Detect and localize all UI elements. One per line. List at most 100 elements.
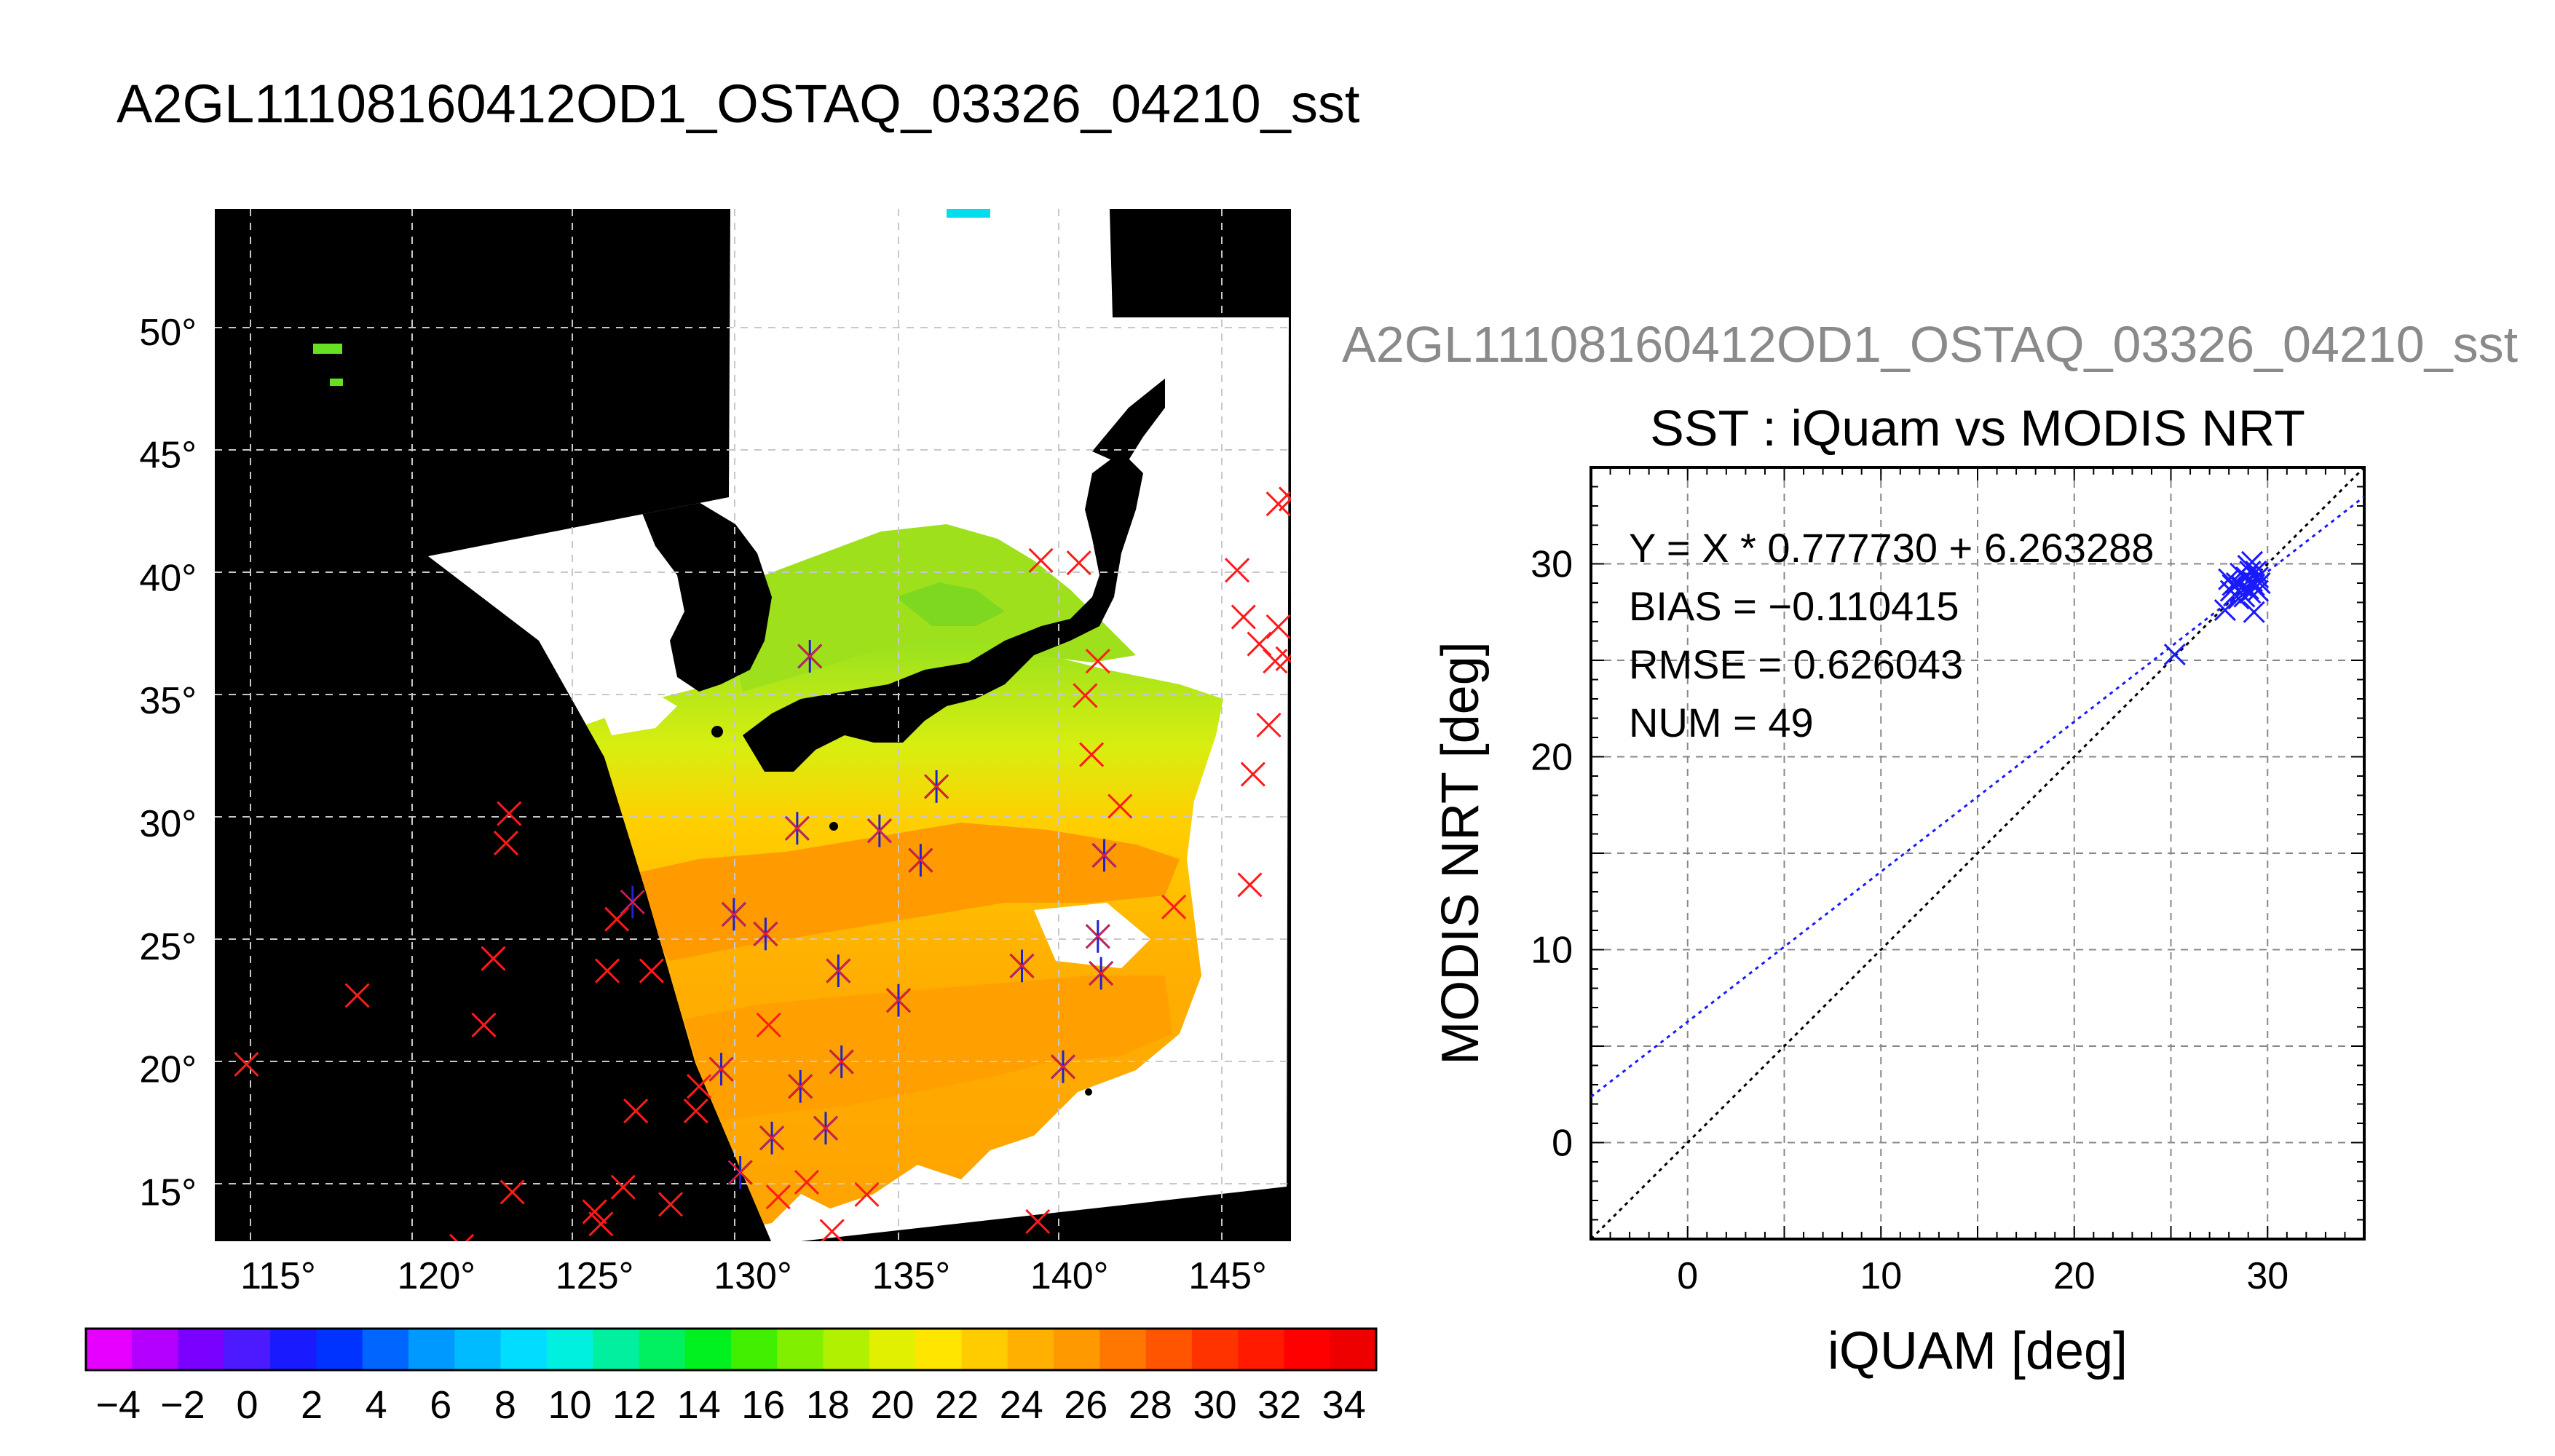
map-lat-label: 25° [139, 926, 197, 968]
scatter-title: SST : iQuam vs MODIS NRT [1650, 400, 2305, 456]
map-marker-x [344, 983, 370, 1008]
scatter-point [2243, 574, 2265, 596]
map-marker-x [1073, 683, 1098, 708]
scatter-point [2248, 571, 2271, 595]
map-marker-x [1025, 1208, 1051, 1235]
stat-bias: BIAS = −0.110415 [1629, 583, 1959, 629]
map-marker-star [1085, 919, 1110, 953]
colorbar-label: 32 [1257, 1383, 1301, 1427]
map-marker-star [1091, 839, 1117, 872]
colorbar-label: 18 [806, 1383, 850, 1427]
colorbar-segment [639, 1329, 686, 1370]
map-marker-star [753, 917, 778, 951]
map-marker-star [826, 954, 851, 988]
sst-warm-band [633, 823, 1180, 961]
map-marker-x [765, 1184, 791, 1210]
map-marker-x [1265, 491, 1291, 517]
scatter-point [2243, 601, 2265, 623]
scatter-ticks [1590, 467, 2365, 1240]
map-marker-x [1028, 547, 1054, 573]
colorbar-segment [869, 1329, 916, 1370]
colorbar-label: 28 [1129, 1383, 1172, 1427]
scatter-ticklabels: 0 10 20 30 0 10 20 30 [1531, 544, 2289, 1298]
map-lat-label: 40° [139, 557, 197, 599]
map-marker-star [1089, 957, 1114, 990]
x-tick-label: 10 [1860, 1255, 1902, 1297]
map-lat-label: 50° [139, 312, 197, 354]
map-lon-label: 125° [556, 1255, 634, 1297]
colorbar-segment [316, 1329, 363, 1370]
colorbar-segment [1099, 1329, 1147, 1370]
sst-field-north-2 [896, 582, 1005, 626]
y-tick-label: 30 [1531, 544, 1573, 586]
top-patch [947, 209, 990, 218]
colorbar-segment [1238, 1329, 1284, 1370]
colorbar-label: 6 [430, 1383, 451, 1427]
stat-fit: Y = X * 0.777730 + 6.263288 [1629, 525, 2154, 571]
y-tick-label: 20 [1531, 737, 1573, 779]
colorbar-label: 24 [1000, 1383, 1043, 1427]
stat-num: NUM = 49 [1629, 700, 1814, 745]
map-marker-x [1237, 872, 1263, 898]
map-marker-x [471, 1012, 497, 1037]
map-marker-x [1066, 550, 1091, 576]
map-marker-x [657, 1192, 684, 1217]
main-title: A2GL11108160412OD1_OSTAQ_03326_04210_sst [117, 74, 1360, 134]
map-marker-star [721, 898, 746, 931]
scatter-subtitle: A2GL11108160412OD1_OSTAQ_03326_04210_sst [1342, 316, 2518, 373]
colorbar [84, 1327, 1378, 1372]
map-marker-x [481, 946, 506, 971]
map-marker-star [1050, 1050, 1076, 1083]
colorbar-segment [454, 1329, 502, 1370]
colorbar-segment [1054, 1329, 1100, 1370]
map-marker-star [829, 1045, 854, 1078]
map-marker-x [582, 1199, 607, 1224]
map-marker-x [756, 1012, 781, 1037]
colorbar-label: 2 [301, 1383, 323, 1427]
map-marker-x [639, 958, 664, 984]
map-marker-x [683, 1099, 708, 1124]
map-marker-star [924, 770, 949, 803]
colorbar-segment [1330, 1329, 1377, 1370]
x-axis-label: iQUAM [deg] [1828, 1322, 2128, 1380]
colorbar-segment [593, 1329, 639, 1370]
map-marker-star [908, 844, 933, 877]
colorbar-segment [546, 1329, 593, 1370]
stat-rmse: RMSE = 0.626043 [1629, 641, 1963, 687]
colorbar-segment [823, 1329, 870, 1370]
map-lon-label: 130° [714, 1255, 792, 1297]
map-lat-label: 45° [139, 435, 197, 477]
cloud-patch [597, 684, 677, 735]
colorbar-label: 26 [1064, 1383, 1107, 1427]
lake-patch [313, 344, 342, 354]
map-marker-star [885, 984, 912, 1017]
y-tick-label: 10 [1531, 930, 1573, 972]
map-marker-x [497, 801, 522, 826]
map-marker-x [594, 958, 620, 984]
colorbar-segment [777, 1329, 824, 1370]
land-japan [743, 451, 1143, 772]
map-marker-star [1009, 949, 1035, 983]
cloud-patch [1034, 903, 1150, 968]
scatter-points [2163, 550, 2271, 666]
map-lat-label: 15° [139, 1171, 197, 1214]
map-marker-x [493, 830, 518, 856]
map-marker-x [449, 1233, 475, 1241]
colorbar-label: 30 [1193, 1383, 1236, 1427]
map-marker-x [1079, 742, 1105, 767]
colorbar-label: 14 [677, 1383, 721, 1427]
map-marker-x [499, 1179, 525, 1205]
colorbar-segment [500, 1329, 548, 1370]
map-marker-x [854, 1182, 880, 1207]
colorbar-label: 20 [870, 1383, 914, 1427]
map-marker-star [788, 1069, 813, 1103]
colorbar-labels: −4 −2 0 2 4 6 8 10 12 14 16 18 20 22 24 26 28 30 32 34 [96, 1383, 1366, 1427]
colorbar-label: −2 [160, 1383, 205, 1427]
colorbar-label: 12 [612, 1383, 656, 1427]
map-marker-star [708, 1053, 734, 1086]
map-lat-label: 20° [139, 1049, 197, 1091]
scatter-point [2163, 643, 2186, 666]
map-marker-star [727, 1156, 753, 1189]
colorbar-segment [86, 1329, 133, 1370]
